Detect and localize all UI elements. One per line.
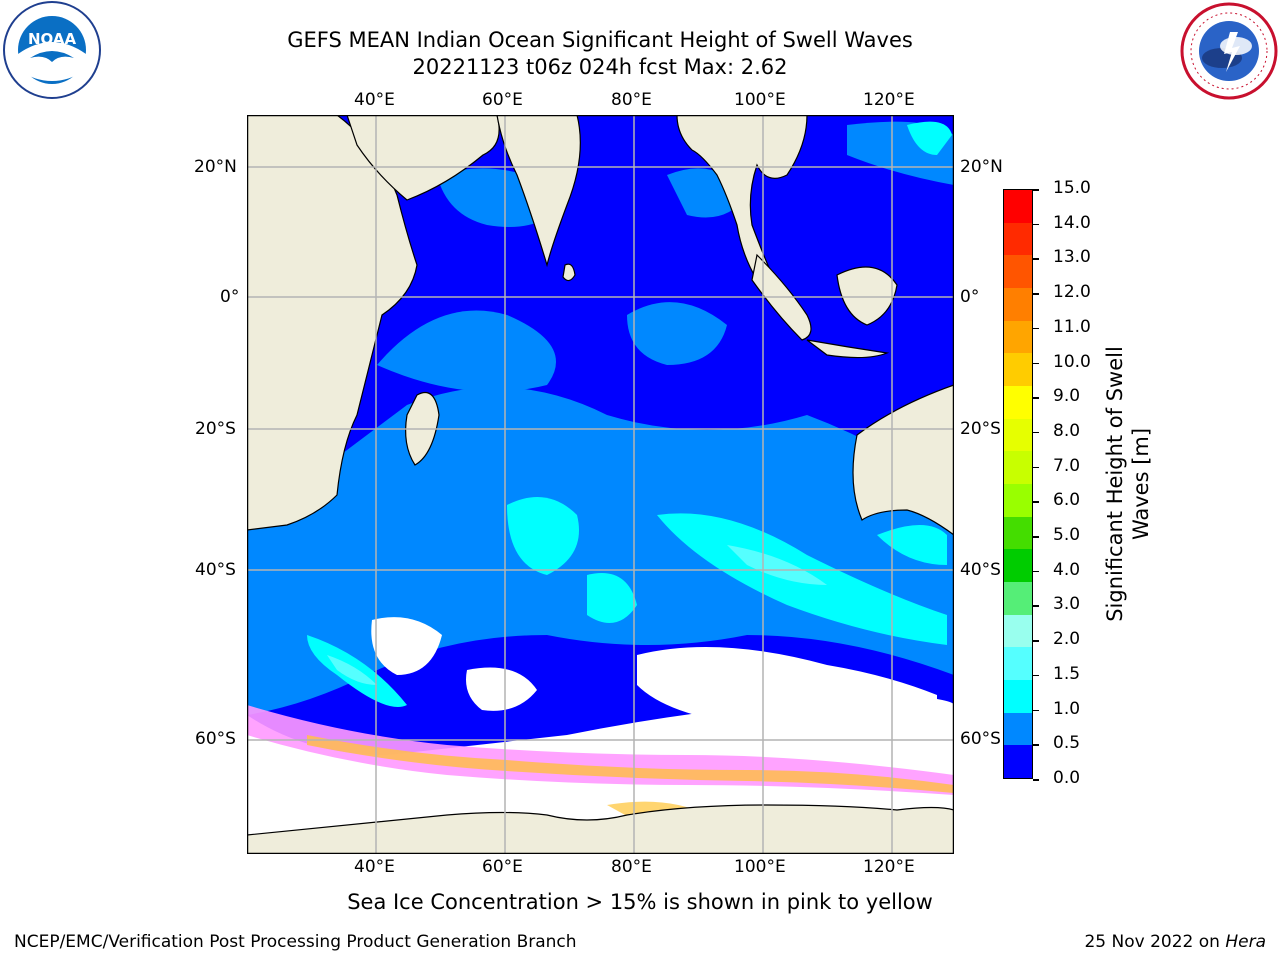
lat-label-left-20s: 20°S (195, 419, 236, 439)
sea-ice-band-orange (307, 735, 954, 793)
colorbar-segment (1004, 451, 1032, 485)
lon-label-bottom-100e: 100°E (734, 857, 786, 877)
footer-date: 25 Nov 2022 on Hera (1084, 932, 1266, 952)
colorbar-segment (1004, 288, 1032, 321)
colorbar-segment (1004, 712, 1032, 746)
lon-label-bottom-80e: 80°E (611, 857, 652, 877)
lat-label-right-40s: 40°S (960, 560, 1001, 580)
colorbar-tick-label: 15.0 (1053, 178, 1091, 198)
lat-label-left-20n: 20°N (194, 157, 237, 177)
colorbar-tick-label: 10.0 (1053, 351, 1091, 372)
colorbar-segment (1004, 647, 1032, 681)
colorbar-segment (1004, 680, 1032, 713)
colorbar-segment (1004, 549, 1032, 583)
footer-host: Hera (1225, 932, 1266, 952)
colorbar-tick-mark (1033, 709, 1039, 712)
colorbar-tick-mark (1033, 744, 1039, 746)
colorbar-tick-mark (1033, 674, 1039, 677)
lat-label-left-0: 0° (220, 287, 240, 307)
colorbar-tick-mark (1033, 223, 1039, 226)
lon-label-top-100e: 100°E (734, 90, 786, 110)
colorbar-segment (1004, 516, 1032, 550)
colorbar-ticks: 15.0 14.0 13.0 12.0 11.0 10.0 9.0 8.0 7.0 6.0 5.0 4… (1033, 178, 1103, 790)
colorbar-tick-mark (1033, 258, 1039, 260)
noaa-logo-text: NOAA (28, 30, 77, 48)
colorbar-tick-mark (1033, 779, 1039, 781)
colorbar-tick-mark (1033, 362, 1039, 365)
graticule (247, 115, 954, 854)
colorbar-segment (1004, 418, 1032, 452)
lat-label-right-20n: 20°N (960, 157, 1003, 177)
colorbar-tick-mark (1033, 501, 1039, 503)
colorbar-tick-label: 9.0 (1053, 386, 1081, 407)
colorbar-segment (1004, 255, 1032, 289)
nws-logo (1180, 2, 1278, 100)
colorbar-tick-mark (1033, 327, 1039, 330)
colorbar-tick-mark (1033, 189, 1039, 191)
lon-label-bottom-120e: 120°E (863, 857, 915, 877)
lat-label-left-40s: 40°S (195, 560, 236, 580)
colorbar-tick-label: 1.5 (1053, 663, 1081, 684)
sea-ice-note: Sea Ice Concentration > 15% is shown in … (347, 890, 933, 914)
swell-1.5-2.0-band (327, 545, 827, 685)
lon-label-bottom-40e: 40°E (354, 857, 395, 877)
ice-floe-1 (371, 617, 442, 675)
colorbar-tick-label: 14.0 (1053, 212, 1091, 233)
footer-date-text: 25 Nov 2022 on (1084, 932, 1226, 952)
noaa-logo: NOAA (3, 1, 101, 99)
lat-label-left-60s: 60°S (195, 729, 236, 749)
lon-label-top-80e: 80°E (611, 90, 652, 110)
colorbar-tick-label: 6.0 (1053, 490, 1081, 511)
lat-label-right-60s: 60°S (960, 729, 1001, 749)
land-masses (247, 115, 954, 854)
colorbar-tick-label: 12.0 (1053, 282, 1091, 303)
lon-label-bottom-60e: 60°E (482, 857, 523, 877)
colorbar-label-line1: Significant Height of Swell (1103, 346, 1127, 622)
colorbar-tick-mark (1033, 536, 1039, 538)
colorbar-segment (1004, 190, 1032, 223)
colorbar-segment (1004, 745, 1032, 779)
colorbar-tick-label: 7.0 (1053, 455, 1081, 476)
map-title-line2: 20221123 t06z 024h fcst Max: 2.62 (412, 55, 788, 79)
colorbar-tick-mark (1033, 466, 1039, 469)
ice-floe-2 (466, 667, 537, 711)
colorbar-segment (1004, 222, 1032, 256)
colorbar-tick-label: 3.0 (1053, 594, 1081, 615)
colorbar-tick-mark (1033, 570, 1039, 573)
map-title-line1: GEFS MEAN Indian Ocean Significant Heigh… (287, 28, 913, 52)
colorbar-tick-label: 8.0 (1053, 420, 1081, 441)
colorbar-tick-label: 0.5 (1053, 733, 1081, 754)
colorbar-segment (1004, 353, 1032, 387)
swell-height-map (247, 115, 954, 854)
colorbar-tick-label: 11.0 (1053, 316, 1091, 337)
colorbar-tick-mark (1033, 640, 1039, 642)
lon-label-top-60e: 60°E (482, 90, 523, 110)
lat-label-right-0: 0° (960, 287, 980, 307)
colorbar-tick-label: 5.0 (1053, 525, 1081, 546)
colorbar-tick-mark (1033, 605, 1039, 607)
colorbar-tick-mark (1033, 293, 1039, 295)
map-frame (247, 115, 954, 854)
colorbar-segment (1004, 484, 1032, 517)
colorbar-segment (1004, 582, 1032, 615)
colorbar-tick-label: 13.0 (1053, 247, 1091, 268)
lon-label-top-120e: 120°E (863, 90, 915, 110)
colorbar-segment (1004, 320, 1032, 354)
colorbar-tick-label: 0.0 (1053, 768, 1081, 788)
colorbar-label: Significant Height of Swell Waves [m] (1102, 346, 1154, 622)
lat-label-right-20s: 20°S (960, 419, 1001, 439)
colorbar-tick-label: 1.0 (1053, 698, 1081, 719)
colorbar-tick-mark (1033, 431, 1039, 434)
footer-credit: NCEP/EMC/Verification Post Processing Pr… (14, 932, 577, 952)
colorbar (1003, 189, 1033, 779)
colorbar-tick-mark (1033, 397, 1039, 399)
colorbar-segment (1004, 386, 1032, 419)
ice-floe-3 (637, 647, 937, 730)
colorbar-tick-label: 4.0 (1053, 559, 1081, 580)
colorbar-tick-label: 2.0 (1053, 629, 1081, 650)
colorbar-label-line2: Waves [m] (1129, 427, 1153, 541)
lon-label-top-40e: 40°E (354, 90, 395, 110)
colorbar-segment (1004, 614, 1032, 648)
